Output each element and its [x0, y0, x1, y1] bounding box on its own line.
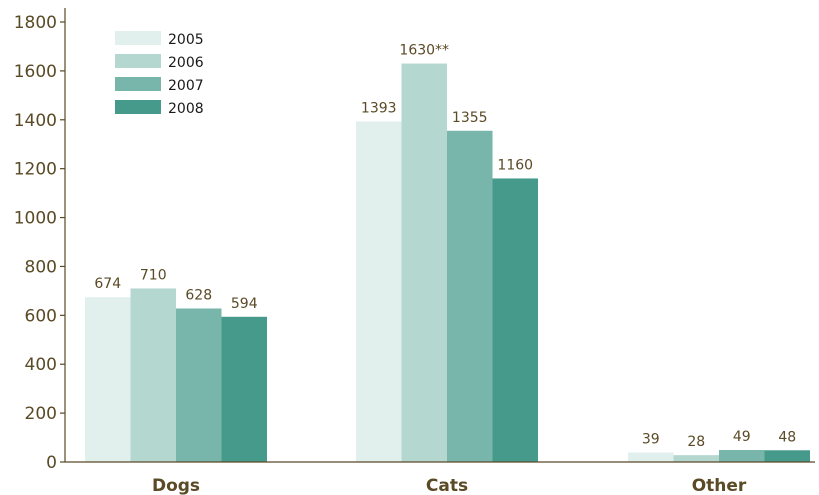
x-axis: Dogs Cats Other — [65, 461, 815, 495]
category-label-cats: Cats — [426, 476, 468, 495]
y-tick-label: 1400 — [14, 111, 57, 131]
legend-swatch-2006 — [115, 54, 161, 68]
bar-other-2005 — [628, 452, 674, 462]
data-label-cats-2006: 1630** — [399, 43, 449, 59]
y-tick-label: 1800 — [14, 13, 57, 33]
y-tick-label: 600 — [25, 306, 57, 326]
data-label-dogs-2006: 710 — [140, 267, 167, 283]
data-label-other-2007: 49 — [733, 429, 751, 445]
bar-cats-2008 — [492, 178, 538, 462]
data-label-cats-2005: 1393 — [361, 100, 397, 116]
legend: 2005 2006 2007 2008 — [115, 31, 204, 117]
data-label-dogs-2005: 674 — [94, 276, 121, 292]
bar-cats-2007 — [447, 130, 493, 462]
bar-dogs-2006 — [130, 288, 176, 462]
bars — [85, 63, 810, 463]
data-label-dogs-2007: 628 — [185, 287, 212, 303]
data-label-other-2005: 39 — [642, 431, 660, 447]
y-tick-label: 0 — [46, 453, 57, 473]
legend-swatch-2007 — [115, 77, 161, 91]
data-label-other-2006: 28 — [687, 434, 705, 450]
legend-label-2007: 2007 — [168, 78, 204, 94]
bar-dogs-2008 — [221, 316, 267, 462]
bar-other-2008 — [764, 450, 810, 462]
y-axis: 0 200 400 600 800 1000 1200 1400 1600 1800 — [14, 8, 66, 473]
bar-other-2006 — [673, 455, 719, 462]
bar-cats-2006 — [401, 63, 447, 463]
bar-other-2007 — [719, 450, 765, 462]
data-label-cats-2007: 1355 — [452, 110, 488, 126]
legend-label-2008: 2008 — [168, 101, 204, 117]
y-tick-label: 800 — [25, 257, 57, 277]
data-label-other-2008: 48 — [778, 429, 796, 445]
data-labels: 674 710 628 594 1393 1630** 1355 1160 39 28 49 48 — [94, 43, 796, 451]
bar-cats-2005 — [356, 121, 402, 462]
legend-label-2006: 2006 — [168, 55, 204, 71]
bar-dogs-2007 — [176, 308, 222, 462]
legend-label-2005: 2005 — [168, 32, 204, 48]
data-label-dogs-2008: 594 — [231, 296, 258, 312]
bar-dogs-2005 — [85, 297, 131, 462]
y-tick-label: 1200 — [14, 160, 57, 180]
category-label-other: Other — [692, 476, 747, 495]
y-tick-label: 1600 — [14, 62, 57, 82]
y-tick-label: 400 — [25, 355, 57, 375]
y-tick-label: 1000 — [14, 209, 57, 229]
y-tick-label: 200 — [25, 404, 57, 424]
legend-swatch-2008 — [115, 100, 161, 114]
legend-swatch-2005 — [115, 31, 161, 45]
category-label-dogs: Dogs — [152, 476, 200, 495]
data-label-cats-2008: 1160 — [497, 157, 533, 173]
